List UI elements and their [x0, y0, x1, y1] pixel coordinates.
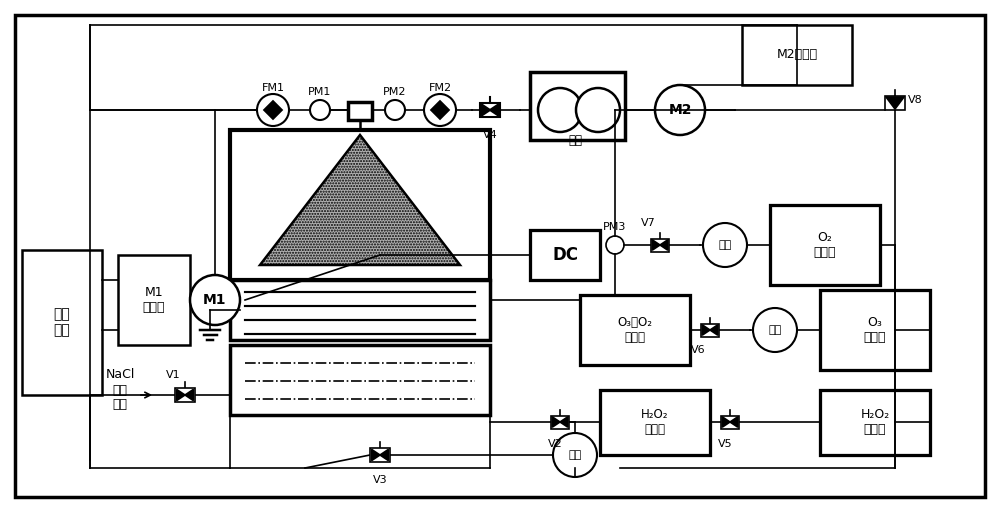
Bar — [230, 130, 490, 280]
Circle shape — [310, 100, 330, 120]
Polygon shape — [372, 449, 380, 461]
Bar — [600, 390, 710, 455]
Polygon shape — [702, 325, 710, 335]
Bar — [230, 345, 490, 415]
Bar — [721, 415, 739, 429]
Text: V3: V3 — [373, 475, 387, 485]
Text: FM2: FM2 — [428, 83, 452, 93]
Text: V7: V7 — [641, 218, 655, 228]
Polygon shape — [552, 417, 560, 427]
Polygon shape — [710, 325, 718, 335]
Text: DC: DC — [552, 246, 578, 264]
Bar — [885, 96, 905, 110]
Text: V6: V6 — [691, 345, 705, 355]
Bar — [530, 230, 600, 280]
Bar — [175, 388, 195, 402]
Text: V8: V8 — [908, 95, 922, 105]
Bar — [551, 415, 569, 429]
Text: H₂O₂
储存器: H₂O₂ 储存器 — [860, 408, 890, 436]
Polygon shape — [652, 240, 660, 250]
Circle shape — [553, 433, 597, 477]
Bar — [701, 323, 719, 337]
Bar — [370, 448, 390, 462]
Polygon shape — [264, 101, 282, 119]
Text: FM1: FM1 — [262, 83, 285, 93]
Polygon shape — [886, 97, 904, 109]
Bar — [820, 290, 930, 370]
Bar — [770, 205, 880, 285]
Text: M1
驱动器: M1 驱动器 — [143, 286, 165, 314]
Text: V5: V5 — [718, 439, 732, 449]
Text: M2: M2 — [668, 103, 692, 117]
Polygon shape — [730, 417, 738, 427]
Polygon shape — [490, 104, 498, 116]
Text: O₃、O₂
分离器: O₃、O₂ 分离器 — [618, 316, 652, 344]
Polygon shape — [260, 135, 460, 265]
Circle shape — [424, 94, 456, 126]
Circle shape — [190, 275, 240, 325]
Polygon shape — [431, 101, 449, 119]
Bar — [480, 103, 500, 117]
Text: PM1: PM1 — [308, 87, 332, 97]
Text: NaCl
溶液
或水: NaCl 溶液 或水 — [105, 369, 135, 412]
Bar — [348, 102, 372, 120]
Text: 气泵: 气泵 — [718, 240, 732, 250]
Text: V2: V2 — [548, 439, 562, 449]
Polygon shape — [177, 390, 185, 400]
Text: 液泵: 液泵 — [568, 450, 582, 460]
Circle shape — [385, 100, 405, 120]
Bar — [118, 255, 190, 345]
Text: PM2: PM2 — [383, 87, 407, 97]
Bar — [651, 238, 669, 251]
Text: H₂O₂
分离器: H₂O₂ 分离器 — [641, 408, 669, 436]
Text: PM3: PM3 — [603, 222, 627, 232]
Bar — [230, 280, 490, 340]
Bar — [580, 295, 690, 365]
Bar — [742, 25, 852, 85]
Circle shape — [703, 223, 747, 267]
Polygon shape — [560, 417, 568, 427]
Polygon shape — [185, 390, 193, 400]
Text: 控制
单元: 控制 单元 — [54, 307, 70, 337]
Text: M1: M1 — [203, 293, 227, 307]
Text: V1: V1 — [166, 370, 180, 380]
Circle shape — [257, 94, 289, 126]
Circle shape — [606, 236, 624, 254]
Text: O₂
储存器: O₂ 储存器 — [814, 231, 836, 259]
Text: M2驱动器: M2驱动器 — [776, 48, 818, 62]
Bar — [820, 390, 930, 455]
Text: V4: V4 — [483, 130, 497, 140]
Text: O₃
储存器: O₃ 储存器 — [864, 316, 886, 344]
Bar — [530, 72, 625, 140]
Polygon shape — [722, 417, 730, 427]
Circle shape — [655, 85, 705, 135]
Circle shape — [576, 88, 620, 132]
Text: 气泵: 气泵 — [768, 325, 782, 335]
Polygon shape — [482, 104, 490, 116]
Circle shape — [538, 88, 582, 132]
Circle shape — [753, 308, 797, 352]
Bar — [22, 250, 102, 395]
Polygon shape — [660, 240, 668, 250]
Polygon shape — [380, 449, 388, 461]
Text: 气源: 气源 — [568, 134, 582, 146]
